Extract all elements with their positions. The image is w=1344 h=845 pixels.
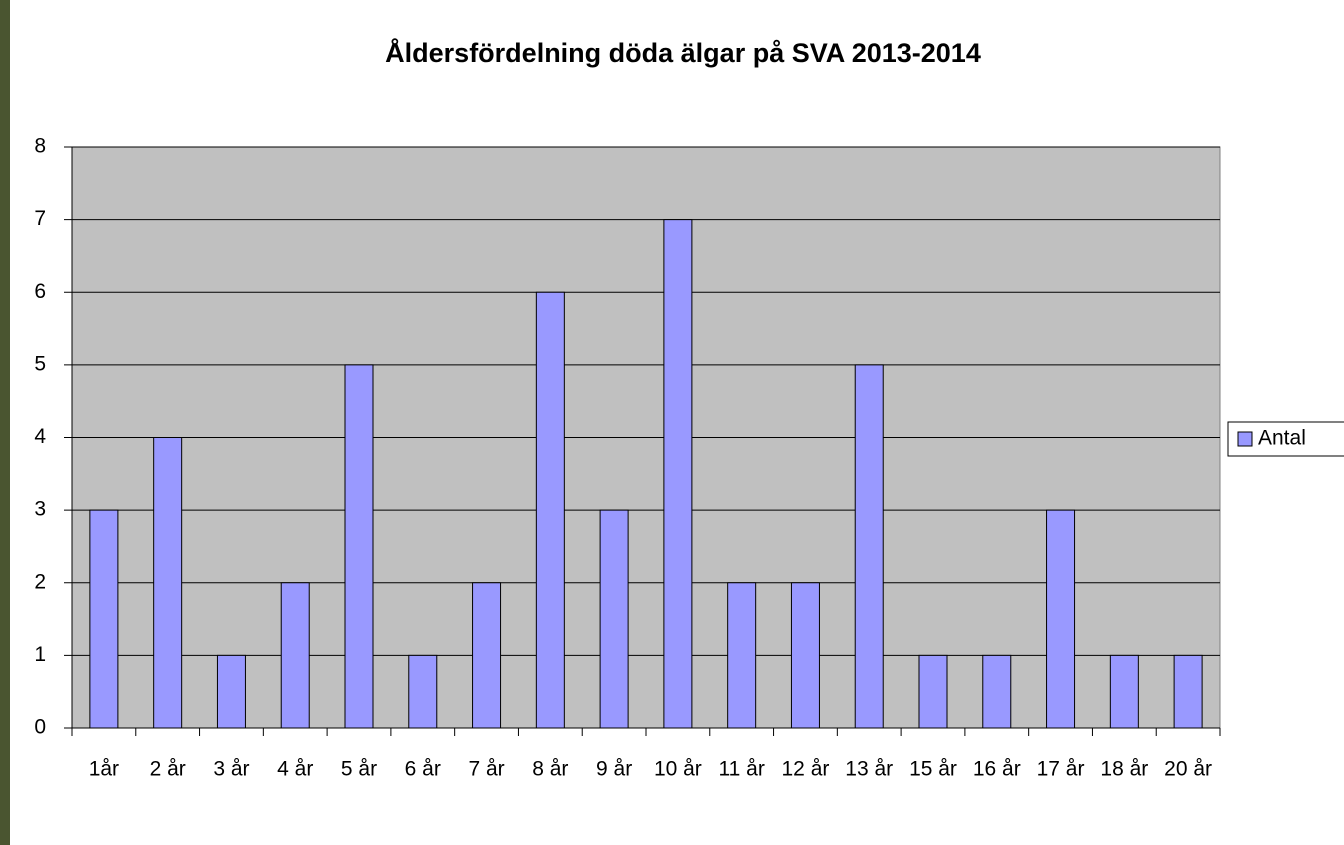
- chart-title: Åldersfördelning döda älgar på SVA 2013-…: [385, 37, 981, 68]
- x-tick-label: 3 år: [213, 758, 249, 781]
- y-tick-label: 6: [34, 280, 46, 303]
- bar: [1046, 509, 1076, 729]
- x-tick-label: 18 år: [1100, 758, 1148, 781]
- bar: [1173, 654, 1203, 729]
- bar: [918, 654, 948, 729]
- y-tick-label: 4: [34, 425, 46, 448]
- x-tick-label: 9 år: [596, 758, 632, 781]
- photo-border: [0, 0, 10, 845]
- x-tick-label: 8 år: [532, 758, 568, 781]
- x-tick-label: 4 år: [277, 758, 313, 781]
- bar: [216, 654, 246, 729]
- y-tick-label: 1: [34, 643, 46, 666]
- x-tick-label: 11 år: [719, 758, 765, 781]
- x-tick-label: 16 år: [973, 758, 1021, 781]
- bar: [535, 291, 565, 729]
- y-tick-label: 3: [34, 498, 46, 521]
- bar: [599, 509, 629, 729]
- x-tick-label: 7 år: [468, 758, 504, 781]
- bar: [663, 219, 693, 729]
- bar: [408, 654, 438, 729]
- bar: [344, 364, 374, 729]
- x-tick-label: 2 år: [150, 758, 186, 781]
- legend-label: Antal: [1258, 427, 1306, 450]
- bar: [89, 509, 119, 729]
- x-tick-label: 13 år: [845, 758, 893, 781]
- y-tick-label: 7: [34, 207, 46, 230]
- y-tick-label: 0: [34, 716, 46, 739]
- legend-swatch: [1237, 431, 1253, 447]
- x-tick-label: 6 år: [405, 758, 441, 781]
- x-tick-label: 15 år: [909, 758, 957, 781]
- x-tick-label: 10 år: [654, 758, 702, 781]
- bar: [1109, 654, 1139, 729]
- bar: [472, 582, 502, 729]
- x-tick-label: 5 år: [341, 758, 377, 781]
- y-tick-label: 5: [34, 352, 46, 375]
- y-tick-label: 2: [34, 570, 46, 593]
- x-tick-label: 20 år: [1164, 758, 1212, 781]
- bar: [982, 654, 1012, 729]
- x-tick-label: 12 år: [782, 758, 830, 781]
- bar: [790, 582, 820, 729]
- x-tick-label: 1år: [89, 758, 119, 781]
- x-tick-label: 17 år: [1037, 758, 1085, 781]
- bar: [854, 364, 884, 729]
- y-tick-label: 8: [34, 135, 46, 158]
- bar: [727, 582, 757, 729]
- bar: [153, 437, 183, 729]
- bar: [280, 582, 310, 729]
